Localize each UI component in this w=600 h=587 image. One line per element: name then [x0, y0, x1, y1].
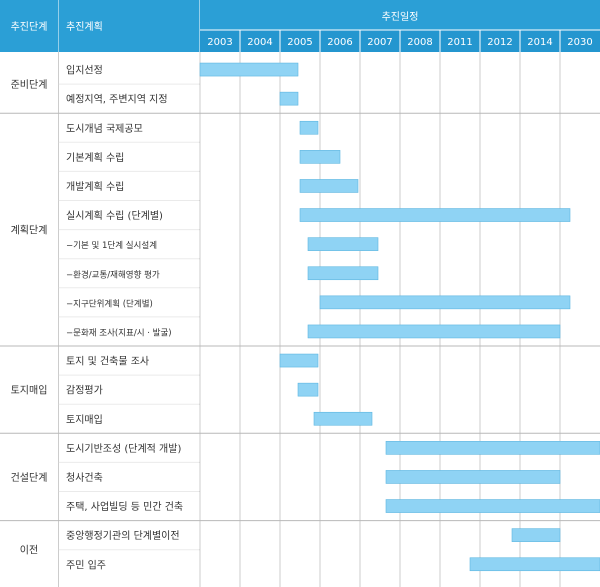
- task-bar: [307, 237, 379, 251]
- task-bar: [307, 266, 379, 281]
- year-label: 2005: [287, 37, 312, 48]
- year-label: 2003: [207, 37, 232, 48]
- year-label: 2014: [527, 37, 552, 48]
- task-label: −환경/교통/재해영향 평가: [66, 269, 160, 280]
- stage-column-header: 추진단계: [11, 21, 48, 33]
- task-bar: [385, 441, 600, 455]
- task-label: −지구단위계획 (단계별): [66, 298, 153, 309]
- task-label: 토지 및 건축물 조사: [66, 356, 149, 368]
- task-label: 도시개념 국제공모: [66, 123, 143, 135]
- task-bar: [307, 324, 561, 339]
- year-label: 2008: [407, 37, 432, 48]
- task-bar: [299, 150, 341, 164]
- task-label: 중앙행정기관의 단계별이전: [66, 530, 180, 542]
- schedule-header-cell: [200, 0, 600, 30]
- stage-label: 준비단계: [11, 79, 48, 91]
- task-label: 청사건축: [66, 472, 103, 484]
- task-bar: [299, 208, 571, 222]
- task-bar: [319, 295, 571, 310]
- year-label: 2011: [447, 37, 472, 48]
- task-bar: [385, 470, 561, 484]
- year-label: 2030: [567, 37, 592, 48]
- year-label: 2004: [247, 37, 272, 48]
- task-bar: [279, 353, 319, 368]
- task-label: 기본계획 수립: [66, 151, 124, 164]
- task-label: −문화재 조사(지표/시 · 발굴): [66, 327, 172, 338]
- stage-label: 계획단계: [11, 225, 48, 237]
- task-bar: [199, 62, 299, 77]
- task-label: 개발계획 수립: [66, 180, 124, 193]
- stage-label: 토지매입: [11, 384, 48, 397]
- year-label: 2012: [487, 37, 512, 48]
- year-header-row: 2003 2004 2005 2006 2007 2008 2011 2012 2014 2030: [200, 29, 600, 52]
- task-bar: [297, 382, 319, 397]
- stage-label: 이전: [20, 545, 38, 557]
- task-bar: [299, 179, 359, 193]
- task-label: 토지매입: [66, 413, 103, 426]
- plan-column-header: 추진계획: [66, 21, 103, 33]
- task-bar: [385, 499, 600, 513]
- task-bar: [511, 528, 561, 542]
- task-label: 감정평가: [66, 385, 103, 397]
- task-label: 주택, 사업빌딩 등 민간 건축: [66, 500, 183, 513]
- task-label: 입지선정: [66, 64, 103, 77]
- task-bar: [279, 91, 299, 106]
- task-label: 예정지역, 주변지역 지정: [66, 94, 168, 106]
- task-label: −기본 및 1단계 실시설계: [66, 240, 157, 251]
- stage-header-cell: [0, 0, 58, 52]
- task-bar: [469, 557, 600, 572]
- plan-header-cell: [58, 0, 200, 52]
- task-bar: [299, 120, 319, 135]
- stage-label: 건설단계: [11, 472, 48, 484]
- year-label: 2006: [327, 37, 352, 48]
- year-gridlines: [58, 52, 561, 587]
- task-label: 실시계획 수립 (단계별): [66, 209, 163, 222]
- schedule-header: 추진일정: [382, 11, 419, 23]
- task-label: 주민 입주: [66, 558, 106, 571]
- year-label: 2007: [367, 37, 392, 48]
- task-bar: [313, 411, 373, 426]
- task-label: 도시기반조성 (단계적 개발): [66, 443, 181, 455]
